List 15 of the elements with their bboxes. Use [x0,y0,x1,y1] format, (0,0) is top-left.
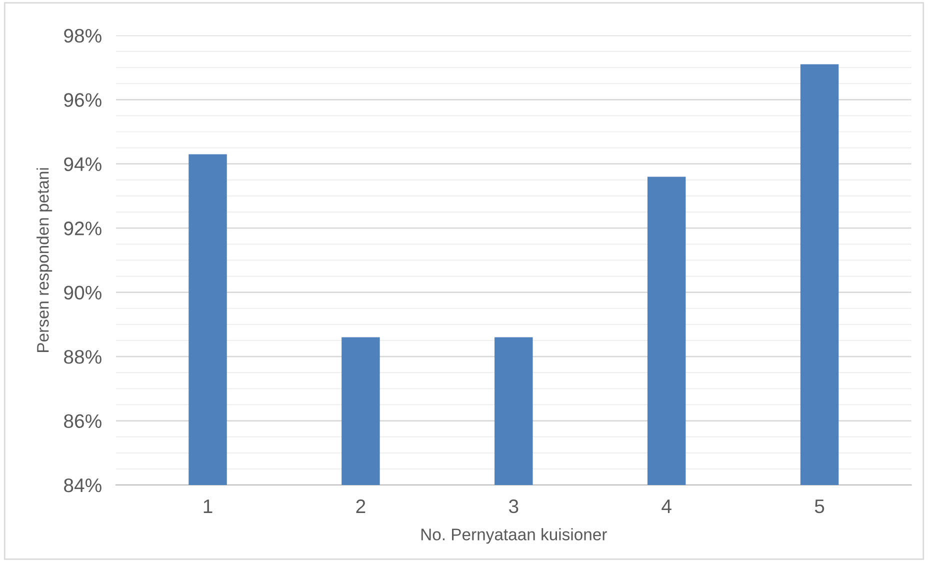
y-tick-label: 98% [64,28,102,43]
x-tick-label: 4 [662,500,672,513]
x-tick-label: 3 [508,499,518,514]
x-tick-label: 1 [204,500,212,513]
x-axis-title: No. Pernyataan kuisioner [421,528,607,544]
y-tick-label: 96% [64,93,102,107]
y-tick-label: 84% [64,478,102,492]
x-tick-label: 2 [356,499,366,513]
y-tick-label: 88% [64,350,102,364]
y-tick-label: 86% [64,414,102,428]
x-tick-label: 5 [814,500,824,514]
y-axis-title: Persen responden petani [36,168,52,352]
y-tick-label: 94% [64,157,102,172]
y-tick-label: 90% [64,286,102,300]
y-tick-label: 92% [64,222,102,236]
